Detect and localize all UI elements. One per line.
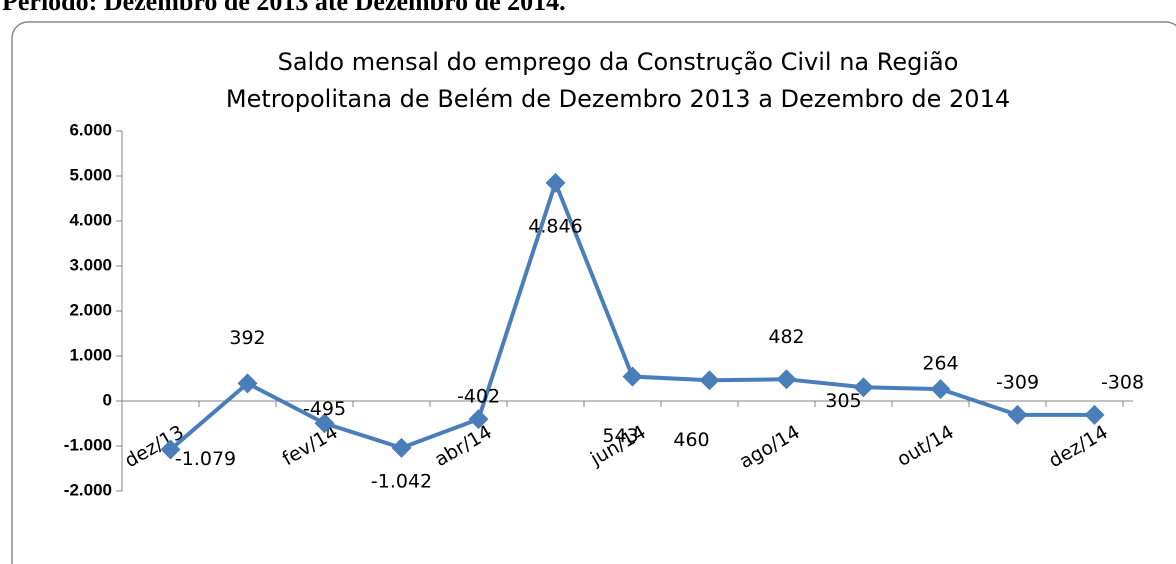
y-tick-label: 4.000 xyxy=(69,210,112,229)
value-label: 460 xyxy=(673,429,709,451)
y-tick-label: 5.000 xyxy=(69,165,112,184)
marker xyxy=(776,369,797,390)
value-label: -1.079 xyxy=(175,448,236,470)
marker xyxy=(391,437,412,458)
marker xyxy=(545,172,566,193)
marker xyxy=(160,439,181,460)
value-label: 305 xyxy=(825,390,861,412)
value-label: -309 xyxy=(996,371,1039,393)
y-tick-label: -2.000 xyxy=(64,480,112,499)
y-tick-label: 0 xyxy=(103,390,112,409)
y-tick-label: 1.000 xyxy=(69,345,112,364)
marker xyxy=(622,366,643,387)
marker xyxy=(1007,404,1028,425)
value-label: -308 xyxy=(1101,371,1144,393)
y-tick-label: 6.000 xyxy=(69,120,112,139)
page-heading: Período: Dezembro de 2013 até Dezembro d… xyxy=(2,0,566,16)
y-tick-label: -1.000 xyxy=(64,435,112,454)
marker xyxy=(1084,404,1105,425)
chart-border xyxy=(11,21,1176,564)
chart-title: Metropolitana de Belém de Dezembro 2013 … xyxy=(226,85,1010,113)
marker xyxy=(853,377,874,398)
marker xyxy=(930,379,951,400)
marker xyxy=(314,413,335,434)
value-label: 4.846 xyxy=(528,215,582,237)
value-label: 264 xyxy=(922,353,958,375)
marker xyxy=(699,370,720,391)
y-tick-label: 2.000 xyxy=(69,300,112,319)
value-label: -495 xyxy=(303,398,346,420)
marker xyxy=(237,373,258,394)
value-label: 543 xyxy=(602,425,638,447)
value-label: 392 xyxy=(229,327,265,349)
value-label: 482 xyxy=(768,326,804,348)
chart-title: Saldo mensal do emprego da Construção Ci… xyxy=(278,48,959,76)
marker xyxy=(468,409,489,430)
y-tick-label: 3.000 xyxy=(69,255,112,274)
value-label: -1.042 xyxy=(371,470,432,492)
value-label: -402 xyxy=(457,386,500,408)
